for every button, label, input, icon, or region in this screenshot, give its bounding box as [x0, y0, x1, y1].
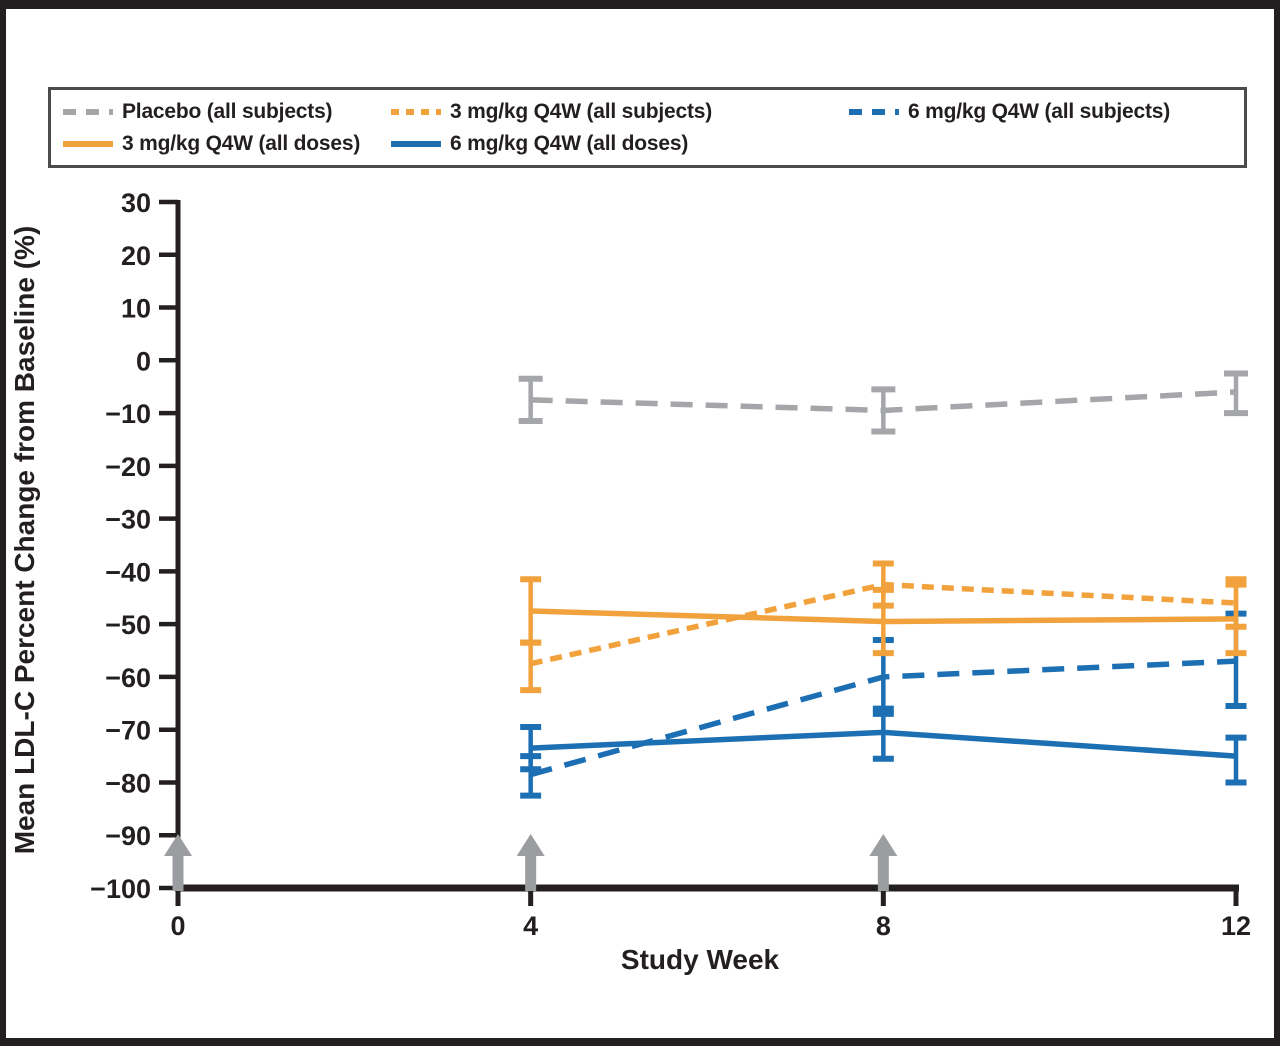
legend-label: 6 mg/kg Q4W (all doses) — [450, 132, 689, 155]
y-tick-label: −30 — [105, 505, 151, 535]
y-tick-label: −90 — [105, 821, 151, 851]
axes-group: 30 20 10 0 −10 −20 −30 −40 −50 −60 −70 −80 −90 −100 0 4… — [90, 188, 1251, 941]
dose-arrow — [164, 834, 192, 891]
legend-item-3: 3 mg/kg Q4W (all doses) — [63, 131, 391, 157]
x-tick-label: 12 — [1221, 911, 1251, 941]
legend-items: Placebo (all subjects) 3 mg/kg Q4W (all s… — [63, 99, 1232, 157]
series-line-1 — [530, 581, 1237, 667]
x-tick-label: 0 — [170, 911, 185, 941]
dose-arrow — [516, 834, 545, 891]
y-tick-label: 30 — [121, 188, 151, 218]
x-tick-label: 8 — [876, 911, 891, 941]
y-tick-label: −20 — [105, 452, 151, 482]
y-tick-label: −70 — [105, 716, 151, 746]
y-tick-label: −10 — [105, 399, 151, 429]
x-tick-label: 4 — [523, 911, 538, 941]
legend-label: 3 mg/kg Q4W (all doses) — [122, 132, 361, 155]
legend-item-2: 6 mg/kg Q4W (all subjects) — [849, 99, 1232, 125]
series-line-4 — [530, 729, 1237, 759]
legend-label: Placebo (all subjects) — [122, 100, 333, 123]
legend-swatch-solid-icon — [391, 141, 441, 147]
y-tick-label: 0 — [136, 346, 151, 376]
y-tick-label: −100 — [90, 874, 151, 904]
series-lines-group — [529, 389, 1237, 778]
y-tick-label: −40 — [105, 557, 151, 587]
legend: Placebo (all subjects) 3 mg/kg Q4W (all s… — [48, 87, 1247, 168]
dose-arrow — [869, 834, 898, 891]
y-tick-label: −80 — [105, 768, 151, 798]
legend-item-0: Placebo (all subjects) — [63, 99, 391, 125]
legend-swatch-dashed-icon — [849, 109, 899, 115]
y-axis-title: Mean LDL-C Percent Change from Baseline … — [9, 226, 40, 855]
legend-item-1: 3 mg/kg Q4W (all subjects) — [391, 99, 849, 125]
series-line-3 — [530, 608, 1237, 625]
series-line-0 — [530, 389, 1237, 414]
x-axis-title: Study Week — [621, 944, 780, 975]
legend-item-4: 6 mg/kg Q4W (all doses) — [391, 131, 849, 157]
legend-swatch-dashed-icon — [63, 109, 113, 115]
y-tick-label: −60 — [105, 663, 151, 693]
legend-label: 6 mg/kg Q4W (all subjects) — [908, 100, 1171, 123]
legend-swatch-dotted-icon — [391, 109, 441, 115]
y-tick-label: 20 — [121, 241, 151, 271]
legend-label: 3 mg/kg Q4W (all subjects) — [450, 100, 713, 123]
legend-swatch-solid-icon — [63, 141, 113, 147]
y-tick-label: 10 — [121, 294, 151, 324]
y-tick-label: −50 — [105, 610, 151, 640]
dose-arrows-group — [164, 834, 898, 891]
